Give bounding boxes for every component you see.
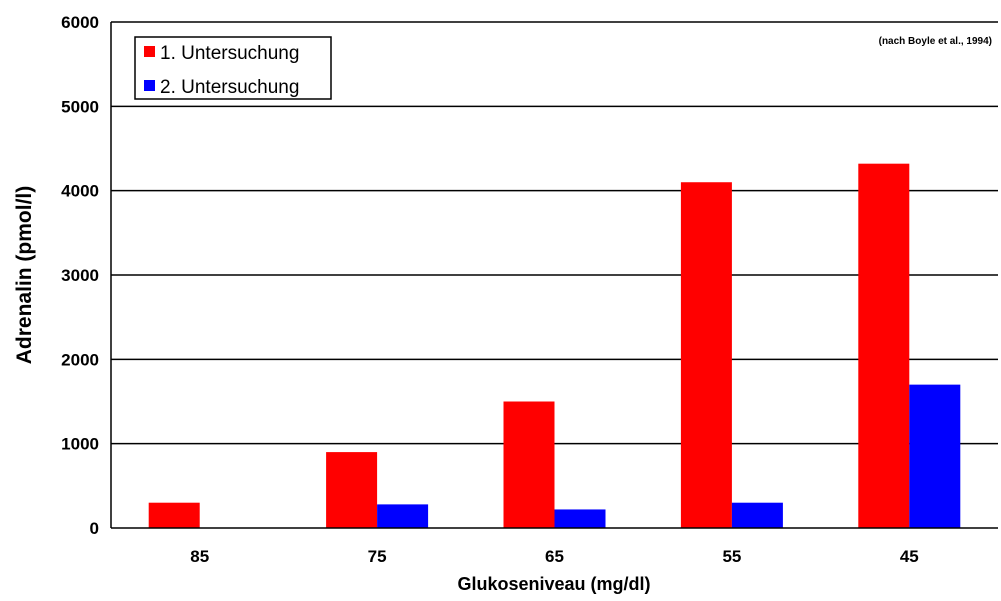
x-tick-label: 75	[368, 547, 387, 566]
y-tick-label: 3000	[61, 266, 99, 285]
bar-2-55	[731, 502, 783, 528]
y-tick-label: 0	[90, 519, 99, 538]
bar-1-65	[503, 401, 555, 528]
bar-1-55	[680, 182, 732, 528]
x-tick-label: 65	[545, 547, 564, 566]
source-note: (nach Boyle et al., 1994)	[879, 36, 992, 47]
x-tick-label: 85	[190, 547, 209, 566]
bar-1-75	[326, 452, 378, 528]
y-tick-label: 1000	[61, 435, 99, 454]
bars	[148, 163, 961, 528]
x-tick-label: 45	[900, 547, 919, 566]
x-tick-label: 55	[722, 547, 741, 566]
y-tick-label: 6000	[61, 13, 99, 32]
y-tick-labels: 0 1000 2000 3000 4000 5000 6000	[61, 13, 99, 538]
bar-2-65	[554, 509, 606, 528]
legend-box	[134, 36, 332, 100]
legend-swatch-series-1	[144, 46, 155, 57]
y-tick-label: 4000	[61, 182, 99, 201]
bar-1-85	[148, 502, 200, 528]
bar-1-45	[858, 163, 910, 528]
y-axis-label: Adrenalin (pmol/l)	[13, 186, 36, 365]
legend: 1. Untersuchung 2. Untersuchung	[134, 36, 332, 100]
legend-swatch-series-2	[144, 80, 155, 91]
legend-label-series-2: 2. Untersuchung	[160, 77, 299, 98]
y-tick-label: 2000	[61, 350, 99, 369]
bar-2-75	[377, 504, 429, 528]
legend-label-series-1: 1. Untersuchung	[160, 43, 299, 64]
gridlines	[111, 21, 998, 445]
x-axis-label: Glukoseniveau (mg/dl)	[457, 574, 650, 594]
x-tick-labels: 85 75 65 55 45	[190, 547, 919, 566]
y-tick-label: 5000	[61, 97, 99, 116]
bar-2-45	[909, 384, 961, 528]
axes	[110, 22, 998, 529]
